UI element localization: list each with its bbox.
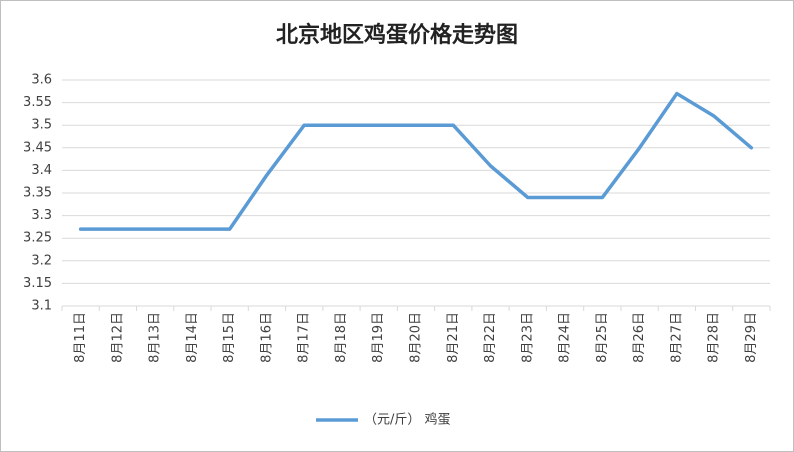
x-tick-label: 8月11日: [73, 312, 88, 363]
y-tick-label: 3.2: [31, 253, 52, 268]
x-tick-label: 8月27日: [669, 312, 684, 363]
legend-label: （元/斤） 鸡蛋: [364, 412, 451, 428]
x-tick-label: 8月29日: [744, 312, 759, 363]
y-tick-label: 3.25: [23, 231, 52, 246]
x-tick-label: 8月13日: [148, 312, 163, 363]
y-tick-label: 3.6: [31, 73, 52, 88]
y-tick-label: 3.15: [23, 276, 52, 291]
x-tick-label: 8月14日: [185, 312, 200, 363]
y-tick-label: 3.5: [31, 118, 52, 133]
x-tick-label: 8月25日: [595, 312, 610, 363]
x-tick-label: 8月22日: [483, 312, 498, 363]
y-tick-label: 3.4: [31, 163, 52, 178]
x-tick-label: 8月21日: [446, 312, 461, 363]
x-tick-label: 8月26日: [632, 312, 647, 363]
x-tick-label: 8月23日: [520, 312, 535, 363]
y-tick-label: 3.55: [23, 95, 52, 110]
x-tick-label: 8月19日: [371, 312, 386, 363]
y-tick-label: 3.45: [23, 140, 52, 155]
x-tick-label: 8月28日: [707, 312, 722, 363]
chart-title: 北京地区鸡蛋价格走势图: [276, 22, 518, 48]
x-tick-label: 8月18日: [334, 312, 349, 363]
y-tick-label: 3.3: [31, 208, 52, 223]
x-tick-label: 8月15日: [222, 312, 237, 363]
x-tick-label: 8月17日: [297, 312, 312, 363]
data-line: [78, 91, 754, 231]
x-tick-label: 8月20日: [409, 312, 424, 363]
y-tick-label: 3.1: [31, 299, 52, 314]
x-tick-label: 8月16日: [259, 312, 274, 363]
x-tick-label: 8月12日: [110, 312, 125, 363]
x-tick-label: 8月24日: [558, 312, 573, 363]
y-tick-label: 3.35: [23, 186, 52, 201]
